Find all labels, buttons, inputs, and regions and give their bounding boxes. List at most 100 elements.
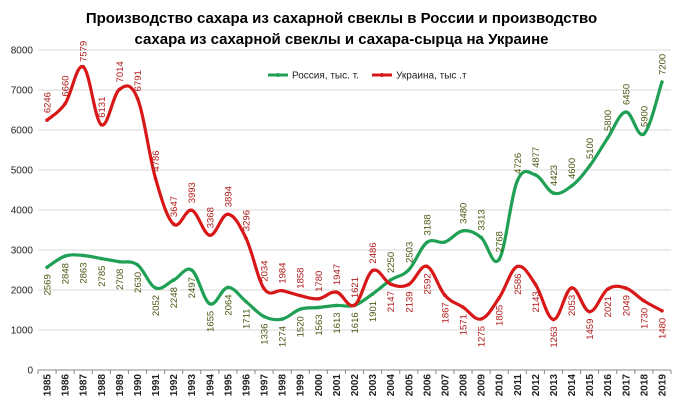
series-1-point [208, 233, 212, 238]
data-label: 4877 [531, 147, 542, 168]
data-label: 6791 [133, 70, 144, 91]
series-0-point [262, 314, 266, 319]
data-label: 4786 [151, 150, 162, 171]
series-1-point [569, 286, 574, 290]
y-tick-label: 3000 [11, 246, 34, 257]
series-0-point [515, 179, 520, 183]
y-tick-label: 7000 [11, 86, 34, 97]
series-1-point [515, 264, 520, 269]
series-1-point [660, 309, 664, 313]
data-label: 7579 [79, 41, 90, 62]
data-label: 2497 [187, 277, 198, 298]
data-label: 2708 [115, 269, 126, 290]
series-0-point [117, 259, 122, 264]
series-1-point [117, 87, 122, 92]
x-tick-label: 2010 [495, 374, 506, 397]
x-tick-label: 2005 [404, 374, 415, 397]
x-tick-label: 2012 [531, 374, 542, 397]
series-1-point [171, 222, 176, 226]
data-label: 6450 [621, 84, 632, 105]
series-1-point [81, 65, 86, 69]
series-1-point [497, 296, 501, 300]
series-0-point [153, 286, 158, 290]
data-label: 2569 [43, 274, 54, 295]
series-0-point [316, 305, 321, 310]
x-tick-label: 1992 [169, 374, 180, 397]
series-1-point [135, 96, 140, 101]
data-label: 3480 [459, 203, 470, 224]
x-tick-label: 1986 [61, 374, 72, 397]
data-label: 2248 [169, 287, 180, 308]
legend-label: Украина, тыс .т [396, 71, 467, 82]
series-1-point [298, 293, 303, 298]
series-0-point [569, 184, 574, 188]
data-label: 2863 [79, 262, 90, 283]
data-label: 1520 [296, 316, 307, 337]
data-label: 7014 [115, 61, 126, 82]
x-tick-label: 1999 [296, 374, 307, 397]
data-label: 2049 [621, 295, 632, 316]
x-tick-label: 1990 [133, 374, 144, 397]
series-0-point [479, 235, 483, 240]
y-tick-label: 5000 [11, 166, 34, 177]
data-label: 1621 [350, 277, 361, 298]
data-label: 3296 [241, 210, 252, 231]
legend: Россия, тыс. т. Украина, тыс .т [268, 71, 467, 82]
x-tick-label: 1991 [151, 374, 162, 397]
x-tick-label: 1996 [241, 374, 252, 397]
series-1-point [352, 303, 357, 307]
series-1-point [244, 236, 248, 240]
x-tick-label: 1988 [97, 374, 108, 397]
series-0-point [171, 278, 176, 282]
x-tick-label: 1989 [115, 374, 126, 397]
data-label: 6660 [61, 75, 72, 96]
series-0-point [605, 136, 610, 140]
data-label: 1711 [241, 309, 252, 329]
series-lines [45, 65, 664, 322]
data-label: 1459 [585, 319, 596, 340]
x-tick-label: 1985 [43, 374, 54, 397]
series-0-point [388, 278, 393, 282]
x-tick-label: 2001 [332, 374, 343, 397]
series-0-point [280, 317, 284, 321]
data-label: 1947 [332, 264, 343, 285]
series-0-point [551, 191, 556, 195]
x-tick-label: 2003 [368, 374, 379, 397]
data-label: 4423 [549, 165, 560, 186]
series-0-point [587, 164, 592, 168]
data-label: 3894 [223, 186, 234, 207]
series-0-point [425, 240, 429, 245]
x-tick-label: 2006 [422, 374, 433, 397]
data-label: 1616 [350, 312, 361, 333]
series-0-point [660, 80, 664, 84]
series-1-point [425, 264, 429, 269]
x-tick-label: 1997 [260, 374, 271, 397]
series-1-point [479, 317, 483, 321]
series-1-point [461, 305, 465, 309]
x-tick-label: 1995 [223, 374, 234, 397]
y-tick-label: 1000 [11, 326, 34, 337]
x-tick-label: 2015 [585, 374, 596, 397]
chart-title-line-1: Производство сахара из сахарной свеклы в… [85, 10, 598, 27]
data-label: 2768 [495, 231, 506, 252]
series-0-point [461, 229, 465, 233]
data-label: 2785 [97, 266, 108, 287]
y-tick-label: 6000 [11, 126, 34, 137]
data-label: 1275 [477, 326, 488, 347]
data-label: 2630 [133, 272, 144, 293]
series-1-point [280, 288, 284, 293]
data-label: 2034 [260, 260, 271, 281]
x-axis: 1985 1986 1987 1988 1989 1990 1991 1992 1993 1994… [37, 370, 672, 397]
series-0-point [244, 299, 248, 304]
series-0-point [189, 268, 194, 272]
x-tick-label: 2016 [603, 374, 614, 397]
series-0-point [226, 285, 230, 290]
data-label: 2586 [513, 274, 524, 295]
data-label: 1571 [459, 314, 470, 335]
series-0-point [99, 256, 104, 261]
data-label: 1867 [440, 302, 451, 323]
data-label: 1263 [549, 326, 560, 347]
data-label: 2053 [567, 295, 578, 316]
data-label: 2021 [603, 296, 614, 317]
series-1-point [388, 282, 393, 286]
